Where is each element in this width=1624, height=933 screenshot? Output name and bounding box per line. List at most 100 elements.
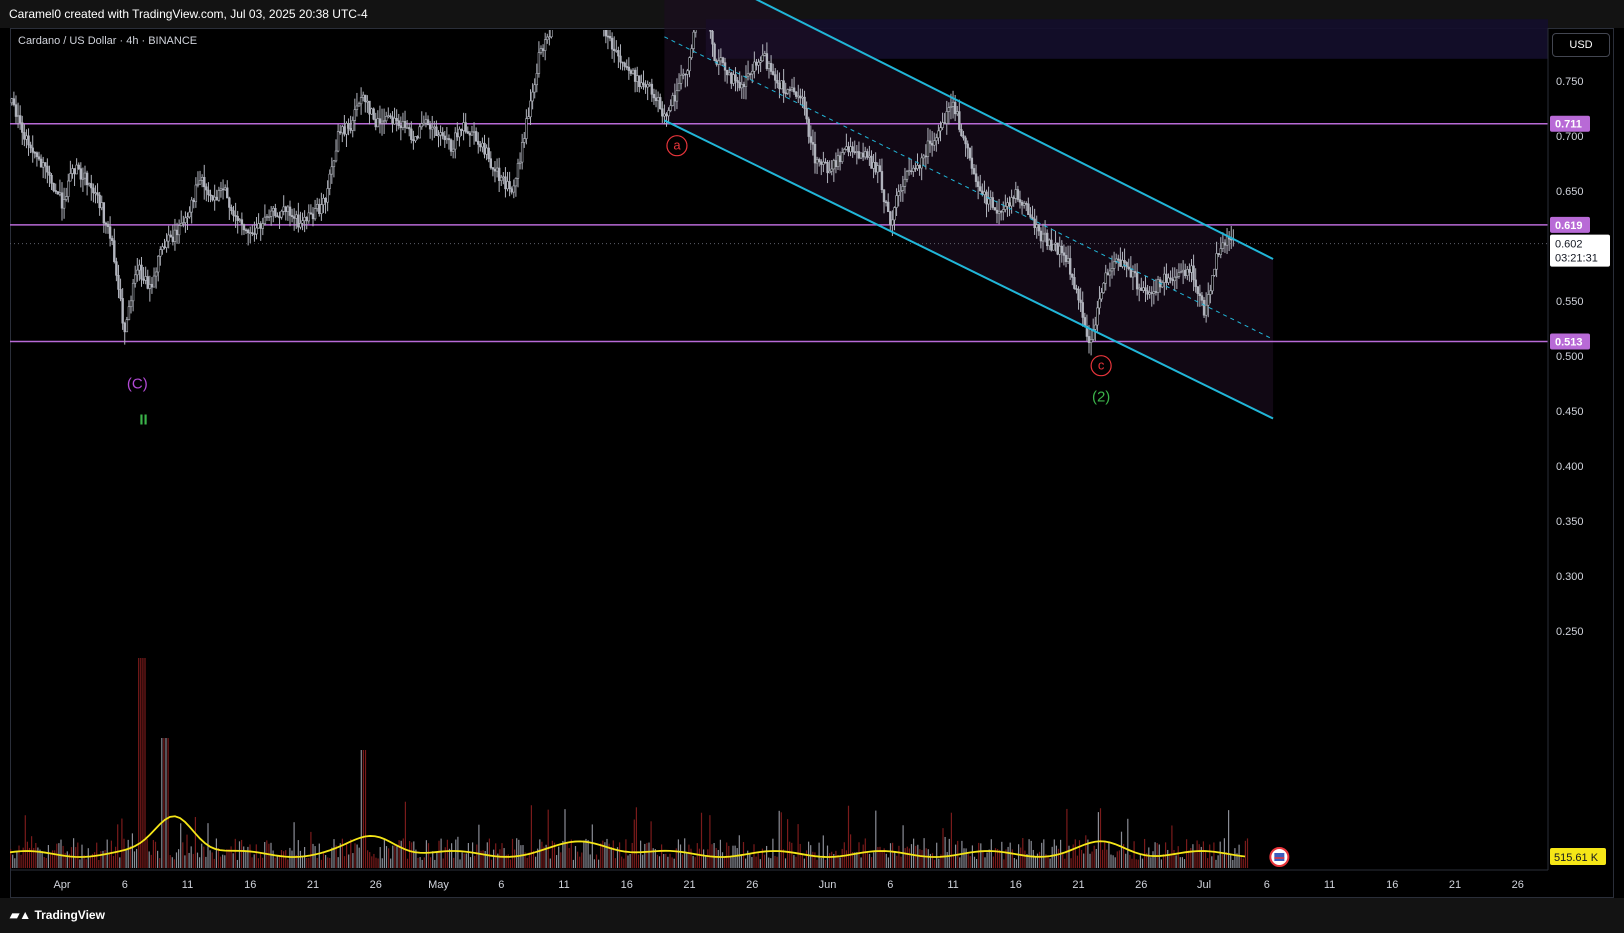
volume-bar [1154, 842, 1156, 868]
wave-label-c: c [1098, 358, 1105, 373]
candle-body [985, 191, 988, 205]
volume-badge [1550, 848, 1606, 865]
channel-middle-line [664, 36, 1274, 340]
candle-body [606, 35, 610, 38]
candle-body [401, 121, 405, 128]
volume-bar [413, 841, 415, 868]
candle-body [31, 147, 34, 153]
volume-bar [677, 839, 679, 868]
volume-bar [343, 856, 346, 868]
volume-bar [457, 836, 459, 868]
volume-bar [793, 855, 795, 868]
volume-bar [308, 858, 310, 868]
candle-body [508, 181, 511, 190]
volume-bar [900, 856, 902, 868]
candle-body [976, 181, 980, 187]
time-tick-label: 11 [558, 879, 569, 891]
candle-body [355, 105, 359, 111]
candle-body [71, 168, 74, 174]
volume-ma-line [10, 815, 1246, 858]
time-tick-label: 26 [1135, 879, 1147, 891]
candle-body [328, 173, 331, 189]
volume-bar [530, 805, 532, 868]
volume-bar [180, 823, 182, 868]
volume-bar [709, 815, 711, 868]
candle-body [1087, 336, 1091, 344]
volume-bar [444, 847, 446, 868]
volume-bar [1030, 840, 1032, 868]
volume-bar [1213, 842, 1215, 868]
candle-body [29, 144, 32, 149]
volume-bar [509, 859, 511, 868]
candle-body [1161, 282, 1164, 288]
volume-bar [616, 847, 619, 868]
volume-bar [1188, 850, 1190, 868]
candle-body [255, 227, 258, 235]
volume-bar [787, 819, 789, 868]
candle-body [1181, 269, 1185, 273]
volume-bar [763, 854, 766, 868]
volume-bar [362, 750, 364, 868]
volume-bar [255, 844, 257, 868]
candle-body [679, 74, 683, 84]
candle-body [146, 276, 149, 289]
candle-body [106, 223, 110, 227]
candle-body [644, 84, 647, 88]
candle-body [740, 84, 743, 89]
volume-bar [119, 857, 121, 868]
volume-bar [352, 853, 354, 868]
volume-bar [186, 834, 188, 868]
candle-body [792, 87, 796, 93]
volume-bar [238, 841, 241, 868]
candle-body [853, 151, 856, 153]
candle-body [968, 147, 971, 159]
candle-body [1156, 279, 1160, 293]
candle-body [491, 167, 495, 170]
volume-bar [810, 845, 812, 868]
candle-body [1131, 271, 1135, 278]
volume-bar [675, 848, 677, 868]
volume-bar [259, 852, 262, 868]
volume-bar [127, 839, 129, 868]
volume-bar [1173, 850, 1175, 868]
candle-body [60, 192, 64, 209]
candle-body [970, 157, 974, 169]
candle-body [612, 48, 616, 51]
volume-bar [358, 847, 360, 868]
volume-bar [52, 850, 54, 868]
candle-body [87, 183, 91, 186]
candle-body [1018, 199, 1022, 203]
volume-bar [889, 843, 892, 868]
volume-bar [688, 844, 690, 868]
volume-bar [700, 812, 703, 868]
candle-body [594, 12, 596, 17]
volume-bar [665, 853, 667, 868]
candle-body [933, 140, 936, 146]
candle-body [684, 73, 687, 76]
volume-bar [1047, 856, 1049, 868]
volume-bar [45, 858, 47, 868]
volume-bar [990, 839, 992, 868]
candle-body [555, 10, 557, 22]
candle-body [623, 62, 626, 67]
candle-body [412, 139, 415, 142]
candle-body [428, 124, 432, 130]
candle-body [280, 210, 283, 218]
candle-body [326, 188, 329, 203]
us-flag-icon-canton [1274, 853, 1285, 861]
currency-button[interactable]: USD [1552, 33, 1610, 57]
candle-body [667, 110, 670, 117]
volume-bar [360, 750, 362, 868]
candle-body [54, 190, 57, 192]
header-title: Caramel0 created with TradingView.com, J… [9, 7, 368, 21]
candle-body [1204, 304, 1208, 316]
volume-bar [766, 845, 768, 868]
candle-body [1169, 277, 1172, 280]
volume-bar [26, 841, 28, 868]
candle-body [882, 189, 886, 203]
volume-bar [761, 848, 763, 868]
volume-bar [178, 849, 180, 868]
candle-body [1184, 269, 1187, 276]
candle-body [1016, 189, 1020, 200]
